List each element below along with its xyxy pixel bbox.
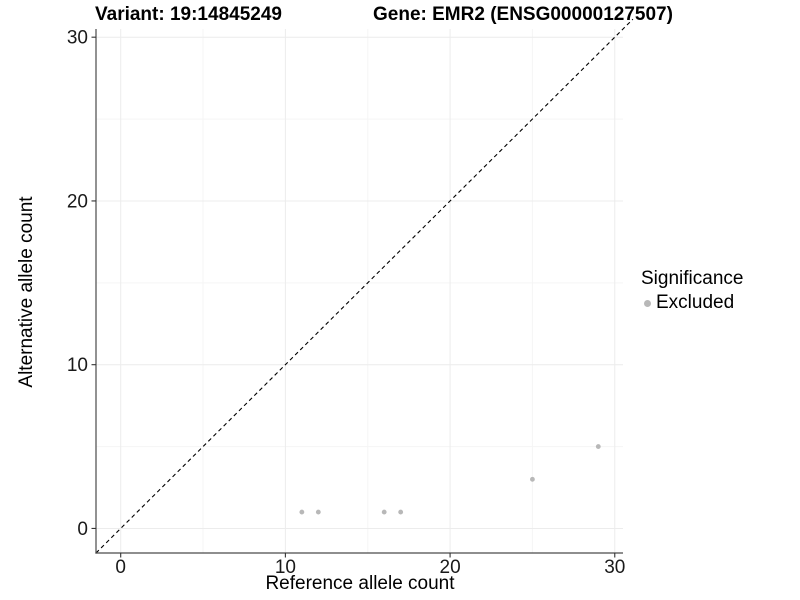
y-tick-label: 20 [67,191,88,212]
x-tick-label: 0 [115,557,126,578]
data-point [530,476,535,482]
x-axis-title: Reference allele count [265,573,455,594]
data-point [398,509,404,515]
legend: Significance Excluded [641,268,743,314]
variant-title: Variant: 19:14845249 [95,4,282,25]
legend-title: Significance [641,268,744,289]
legend-item-label: Excluded [656,292,735,313]
y-tick-label: 30 [67,28,88,49]
data-point [595,444,601,449]
data-point [381,509,387,515]
y-axis-title: Alternative allele count [16,196,37,388]
legend-item: Excluded [641,292,743,314]
legend-point-icon [644,299,651,307]
data-point [299,509,305,515]
x-tick-label: 10 [275,557,296,578]
data-point [315,509,321,515]
x-tick-label: 20 [440,557,461,578]
x-tick-label: 30 [604,557,625,578]
identity-reference-line [95,18,634,554]
y-tick-label: 10 [67,355,88,376]
gene-title: Gene: EMR2 (ENSG00000127507) [373,4,673,25]
y-tick-label: 0 [77,519,88,540]
